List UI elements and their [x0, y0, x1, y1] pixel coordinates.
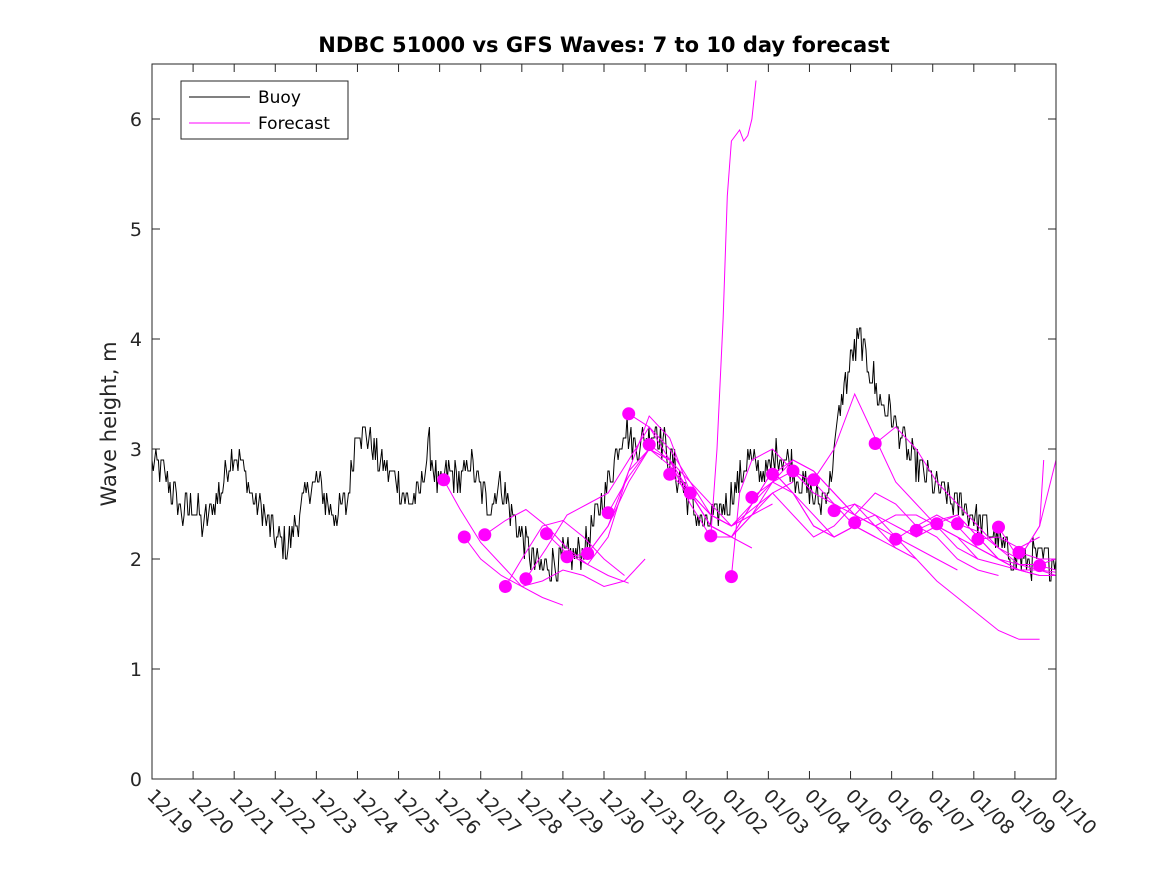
- forecast-line: [772, 459, 979, 560]
- forecast-line: [936, 514, 1056, 576]
- forecast-marker: [457, 530, 471, 544]
- y-tick-label: 0: [130, 769, 142, 791]
- y-tick-label: 2: [130, 549, 142, 571]
- forecast-marker: [950, 517, 964, 531]
- forecast-marker: [622, 407, 636, 421]
- forecast-marker: [519, 572, 533, 586]
- forecast-line: [525, 426, 732, 580]
- forecast-line: [463, 536, 646, 588]
- forecast-marker: [581, 547, 595, 560]
- forecast-line: [1018, 551, 1056, 560]
- forecast-marker: [992, 520, 1005, 534]
- forecast-series: [437, 80, 1057, 640]
- forecast-marker: [868, 437, 882, 450]
- forecast-marker: [766, 467, 779, 481]
- y-tick-label: 6: [130, 109, 142, 131]
- forecast-marker: [889, 532, 903, 546]
- forecast-marker: [601, 506, 615, 520]
- chart-title: NDBC 51000 vs GFS Waves: 7 to 10 day for…: [318, 33, 889, 57]
- forecast-line: [957, 459, 1057, 560]
- forecast-marker: [540, 527, 553, 541]
- forecast-marker: [971, 532, 985, 546]
- forecast-marker: [1012, 545, 1026, 559]
- forecast-line: [792, 470, 999, 576]
- forecast-marker: [848, 516, 862, 530]
- forecast-line: [504, 519, 625, 587]
- forecast-marker: [745, 490, 759, 504]
- y-axis-label: Wave height, m: [97, 341, 121, 506]
- legend-box: [180, 80, 349, 140]
- y-tick-label: 1: [130, 659, 142, 681]
- plot-area: [152, 64, 1056, 779]
- y-tick-label: 4: [130, 329, 142, 351]
- forecast-marker: [724, 570, 738, 584]
- legend-forecast-label: Forecast: [258, 114, 330, 134]
- forecast-marker: [704, 529, 718, 543]
- y-tick-label: 5: [130, 219, 142, 241]
- forecast-line: [710, 80, 757, 536]
- forecast-marker: [909, 523, 923, 537]
- forecast-marker: [1033, 559, 1047, 573]
- forecast-line: [689, 492, 897, 549]
- legend: Buoy Forecast: [180, 80, 349, 140]
- forecast-marker: [437, 473, 451, 487]
- forecast-line: [874, 426, 1057, 576]
- forecast-line: [730, 448, 917, 577]
- forecast-line: [895, 514, 1057, 573]
- forecast-line: [484, 508, 629, 584]
- forecast-line: [998, 459, 1045, 560]
- forecast-marker: [560, 550, 574, 564]
- forecast-marker: [663, 467, 677, 481]
- forecast-line: [833, 503, 1040, 640]
- y-tick-label: 3: [130, 439, 142, 461]
- forecast-marker: [498, 580, 512, 593]
- plot-frame: [151, 63, 1057, 780]
- forecast-marker: [642, 438, 656, 452]
- legend-buoy-label: Buoy: [258, 88, 301, 108]
- forecast-line: [443, 479, 564, 606]
- forecast-marker: [683, 486, 697, 500]
- forecast-marker: [930, 517, 944, 531]
- forecast-marker: [827, 504, 841, 518]
- forecast-marker: [786, 464, 800, 478]
- forecast-marker: [807, 473, 821, 487]
- forecast-marker: [478, 528, 492, 542]
